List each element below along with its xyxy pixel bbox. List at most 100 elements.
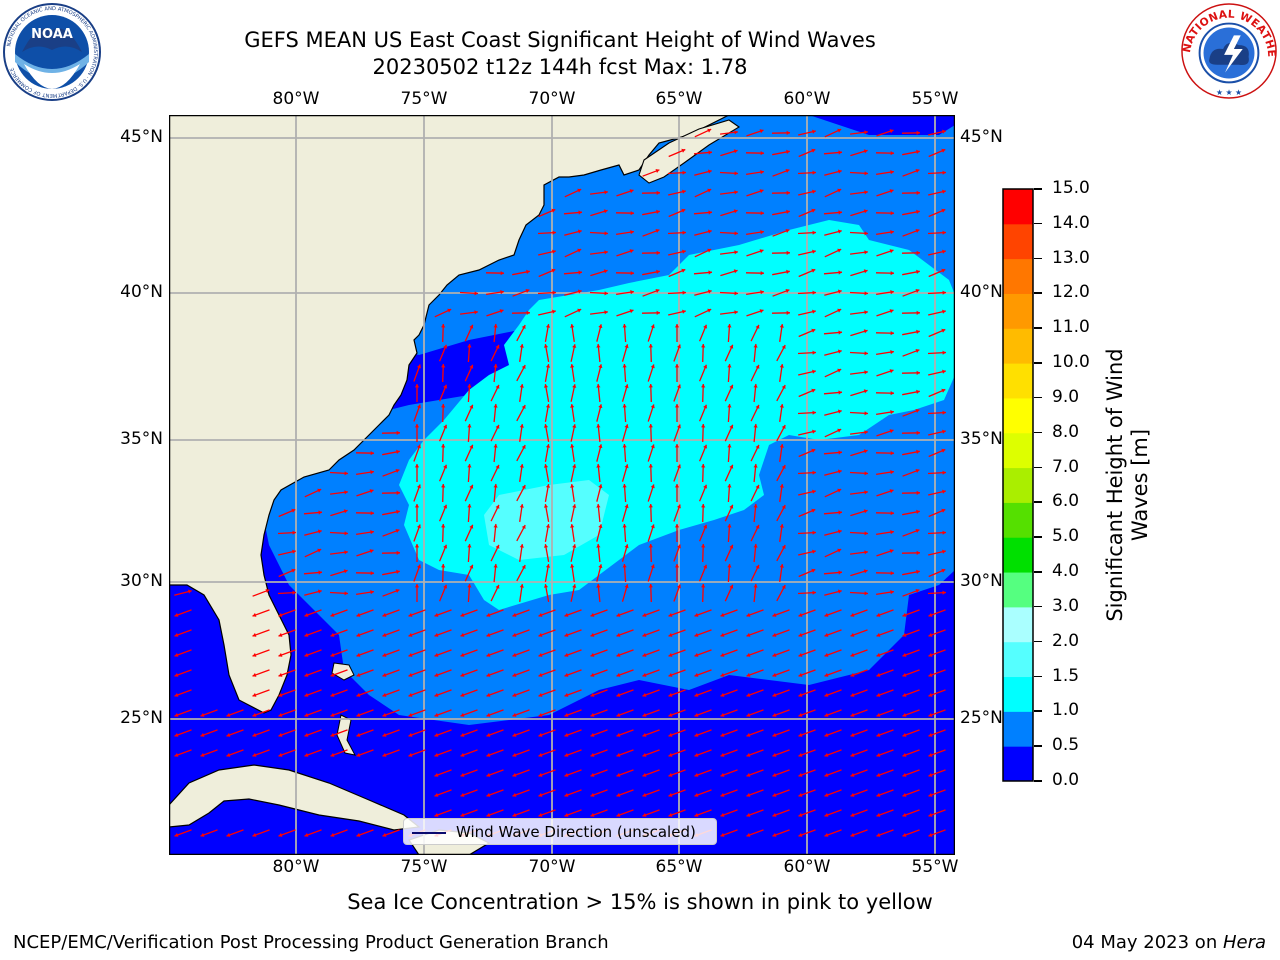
wave-arrow-head: [682, 249, 686, 254]
wave-arrow-head: [703, 404, 708, 409]
wave-arrow-head: [512, 672, 517, 677]
wave-arrow-head: [889, 549, 894, 554]
wave-arrow-head: [460, 712, 465, 717]
noaa-logo-text: NOAA: [31, 27, 73, 42]
wave-arrow-head: [876, 732, 881, 737]
wave-arrow-head: [837, 488, 842, 493]
wave-arrow-head: [890, 391, 894, 396]
noaa-logo: NOAA NATIONAL OCEANIC AND ATMOSPHERIC AD…: [3, 3, 101, 101]
wave-arrow-head: [746, 812, 751, 817]
wave-arrow-head: [598, 364, 603, 369]
wave-arrow-head: [668, 652, 673, 657]
wave-arrow-head: [493, 564, 498, 568]
wave-arrow-head: [876, 652, 881, 657]
wave-arrow-head: [928, 612, 933, 617]
wave-arrow-head: [317, 488, 322, 493]
wave-arrow-head: [772, 692, 777, 697]
wave-arrow-head: [864, 430, 868, 435]
wave-arrow-head: [596, 504, 601, 508]
wave-arrow-head: [174, 672, 179, 677]
wave-arrow-head: [382, 692, 387, 697]
wave-arrow-head: [942, 129, 946, 134]
wave-arrow-head: [252, 692, 257, 697]
wave-arrow-head: [694, 792, 699, 797]
wave-arrow-head: [656, 250, 660, 255]
wave-arrow-head: [414, 384, 420, 388]
wave-arrow-head: [629, 189, 634, 194]
wave-arrow-head: [616, 792, 621, 797]
wave-arrow-head: [486, 792, 491, 797]
wave-arrow-head: [318, 510, 322, 515]
colorbar-swatch: [1003, 676, 1033, 712]
wave-arrow-head: [648, 584, 653, 588]
wave-arrow-head: [622, 564, 627, 568]
wave-arrow-head: [330, 832, 335, 837]
wave-arrow-head: [545, 484, 551, 488]
wave-arrow-head: [811, 568, 816, 573]
wave-arrow-head: [441, 484, 446, 488]
wave-arrow-head: [598, 444, 603, 449]
wave-arrow-head: [837, 229, 842, 234]
wave-arrow-head: [708, 270, 712, 275]
wave-arrow-head: [902, 692, 907, 697]
wave-arrow-head: [668, 612, 673, 617]
wave-arrow-head: [495, 504, 500, 509]
wave-arrow-head: [356, 712, 361, 717]
wave-arrow-head: [942, 489, 946, 494]
wave-arrow-head: [396, 490, 400, 495]
wave-arrow-head: [727, 364, 732, 368]
lon-label-bottom-75w: 75°W: [400, 857, 448, 877]
wave-arrow-head: [729, 464, 734, 469]
wave-arrow-head: [824, 752, 829, 757]
wave-arrow-head: [755, 364, 760, 369]
wave-arrow-head: [460, 672, 465, 677]
wave-arrow-head: [863, 389, 868, 394]
wave-arrow-head: [824, 772, 829, 777]
wave-arrow-head: [656, 310, 660, 315]
lon-label-top-75w: 75°W: [400, 89, 448, 109]
wave-arrow-head: [720, 712, 725, 717]
wave-arrow-head: [616, 692, 621, 697]
wave-arrow-head: [863, 329, 868, 334]
wave-arrow-head: [759, 309, 764, 314]
wave-arrow-head: [729, 504, 734, 509]
wave-arrow-head: [798, 812, 803, 817]
wave-arrow-head: [545, 524, 551, 528]
wave-arrow-head: [942, 290, 946, 295]
wave-arrow-head: [786, 149, 790, 154]
wave-arrow-head: [590, 772, 595, 777]
wave-arrow-head: [786, 130, 790, 135]
wave-arrow-head: [499, 309, 504, 314]
wave-arrow-head: [414, 464, 420, 468]
wave-arrow-head: [416, 404, 421, 409]
wave-arrow-head: [838, 150, 842, 155]
colorbar-tick-mark: [1034, 188, 1042, 190]
wave-arrow-head: [668, 752, 673, 757]
wave-arrow-head: [729, 584, 734, 589]
wave-arrow-head: [344, 471, 348, 476]
wave-arrow-head: [278, 732, 283, 737]
wave-arrow-head: [941, 388, 946, 393]
wave-arrow-head: [624, 504, 629, 509]
wave-arrow-head: [890, 211, 894, 216]
wave-arrow-head: [650, 404, 655, 409]
wave-arrow-head: [441, 404, 446, 408]
wave-arrow-head: [538, 752, 543, 757]
wave-arrow-head: [174, 732, 179, 737]
wave-arrow-head: [727, 444, 732, 448]
wave-arrow-head: [616, 752, 621, 757]
wave-arrow-head: [570, 564, 575, 568]
wave-arrow-head: [616, 632, 621, 637]
wave-arrow-head: [318, 570, 322, 575]
wave-arrow-head: [838, 210, 842, 215]
wave-arrow-head: [486, 752, 491, 757]
wave-arrow-head: [902, 672, 907, 677]
wave-arrow-head: [629, 309, 634, 314]
wave-arrow-head: [564, 672, 569, 677]
wave-arrow-head: [668, 772, 673, 777]
wave-arrow-head: [786, 310, 790, 315]
wave-arrow-head: [703, 444, 708, 449]
wave-arrow-head: [382, 732, 387, 737]
wave-arrow-head: [759, 129, 764, 134]
wave-arrow-head: [811, 448, 816, 453]
